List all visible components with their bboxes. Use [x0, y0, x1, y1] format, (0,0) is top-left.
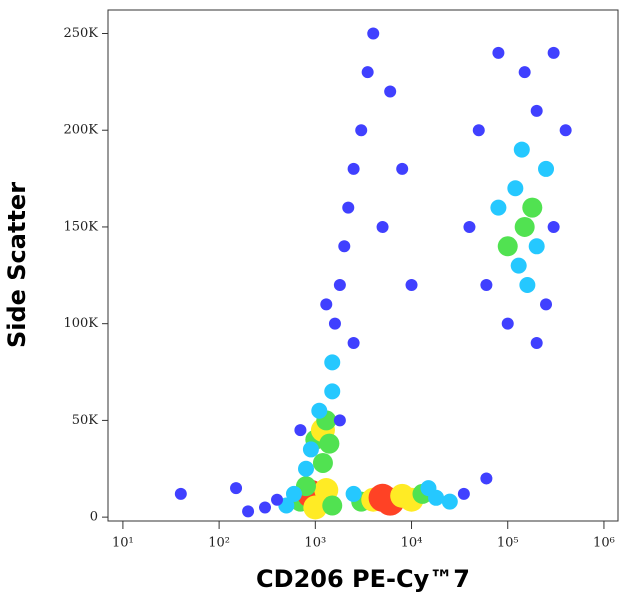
density-point [530, 104, 543, 117]
density-point [319, 433, 340, 454]
density-point [547, 220, 560, 233]
x-tick-label: 10² [208, 536, 230, 551]
density-point [294, 424, 307, 437]
density-point [559, 124, 572, 137]
density-point [497, 236, 518, 257]
density-point [342, 201, 355, 214]
density-point [320, 298, 333, 311]
density-point [302, 441, 319, 458]
y-tick-label: 200K [63, 123, 98, 138]
density-point [328, 317, 341, 330]
density-point [297, 460, 314, 477]
density-point [242, 505, 255, 518]
density-point [510, 257, 527, 274]
points [174, 27, 572, 520]
density-point [376, 220, 389, 233]
density-point [347, 162, 360, 175]
density-point [324, 354, 341, 371]
y-tick-label: 150K [63, 219, 98, 234]
density-point [457, 487, 470, 500]
density-point [324, 383, 341, 400]
density-point [501, 317, 514, 330]
x-axis-label: CD206 PE-Cy™7 [256, 565, 470, 593]
density-point [518, 66, 531, 79]
density-point [384, 85, 397, 98]
density-point [547, 46, 560, 59]
y-tick-label: 50K [72, 413, 99, 428]
density-point [338, 240, 351, 253]
density-point [522, 197, 543, 218]
density-point [472, 124, 485, 137]
y-axis-label: Side Scatter [3, 182, 31, 348]
x-tick-label: 10⁵ [497, 536, 519, 551]
density-point [285, 485, 302, 502]
density-point [174, 487, 187, 500]
density-point [490, 199, 507, 216]
density-point [396, 162, 409, 175]
density-point [311, 402, 328, 419]
density-point [514, 216, 535, 237]
density-point [530, 337, 543, 350]
density-point [441, 493, 458, 510]
density-point [312, 452, 333, 473]
density-point [528, 238, 545, 255]
x-tick-label: 10⁶ [593, 536, 615, 551]
y-tick-label: 100K [63, 316, 98, 331]
x-tick-label: 10³ [304, 536, 326, 551]
plot-frame [107, 9, 619, 522]
density-point [480, 278, 493, 291]
density-point [480, 472, 493, 485]
density-point [355, 124, 368, 137]
density-point [507, 180, 524, 197]
density-point [345, 485, 362, 502]
y-tick-label: 250K [63, 26, 98, 41]
x-tick-label: 10¹ [112, 536, 134, 551]
density-point [540, 298, 553, 311]
density-point [230, 482, 243, 495]
density-point [463, 220, 476, 233]
density-point [361, 66, 374, 79]
density-point [347, 337, 360, 350]
density-point [519, 276, 536, 293]
density-point [333, 278, 346, 291]
density-point [271, 493, 284, 506]
density-point [367, 27, 380, 40]
density-point [303, 495, 328, 520]
x-tick-label: 10⁴ [401, 536, 423, 551]
y-tick-label: 0 [90, 510, 98, 525]
density-point [322, 495, 343, 516]
density-point [420, 480, 437, 497]
density-point [538, 160, 555, 177]
density-point [259, 501, 272, 514]
density-point [492, 46, 505, 59]
density-point [333, 414, 346, 427]
density-point [405, 278, 418, 291]
density-point [513, 141, 530, 158]
